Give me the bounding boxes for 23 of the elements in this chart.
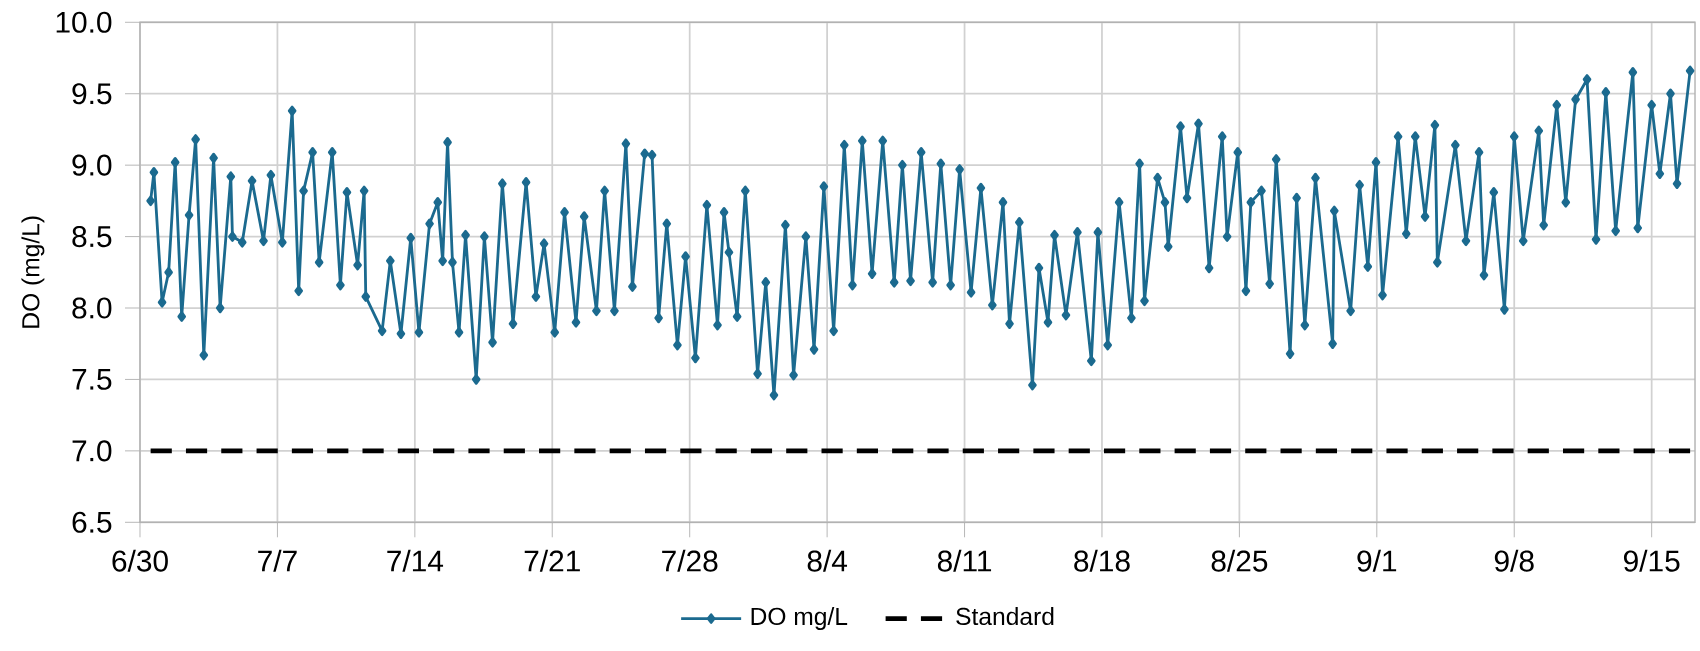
x-tick-label: 8/18	[1074, 549, 1130, 572]
y-tick-label: 9.5	[72, 83, 112, 105]
y-tick-label: 7.5	[72, 368, 112, 390]
x-tick-label: 8/11	[937, 549, 992, 572]
y-tick-label: 7.0	[72, 440, 112, 462]
y-tick-label: 8.5	[72, 225, 112, 247]
x-tick-label: 7/21	[524, 549, 580, 572]
x-tick-label: 8/4	[807, 549, 848, 572]
legend-label: DO mg/L	[751, 606, 848, 630]
x-tick-label: 8/25	[1211, 549, 1268, 572]
y-tick-label: 8.0	[72, 297, 112, 319]
x-tick-label: 7/28	[662, 549, 718, 572]
x-tick-label: 9/8	[1494, 549, 1534, 572]
x-tick-label: 7/7	[258, 549, 297, 572]
y-tick-label: 6.5	[72, 511, 112, 533]
x-tick-label: 7/14	[387, 549, 444, 572]
legend-label: Standard	[956, 606, 1054, 625]
x-tick-label: 9/1	[1357, 549, 1397, 572]
x-tick-label: 9/15	[1623, 549, 1680, 572]
y-axis-title: DO (mg/L)	[21, 216, 45, 328]
y-tick-label: 10.0	[56, 11, 112, 33]
x-tick-label: 6/30	[112, 549, 168, 572]
y-tick-label: 9.0	[72, 154, 112, 176]
